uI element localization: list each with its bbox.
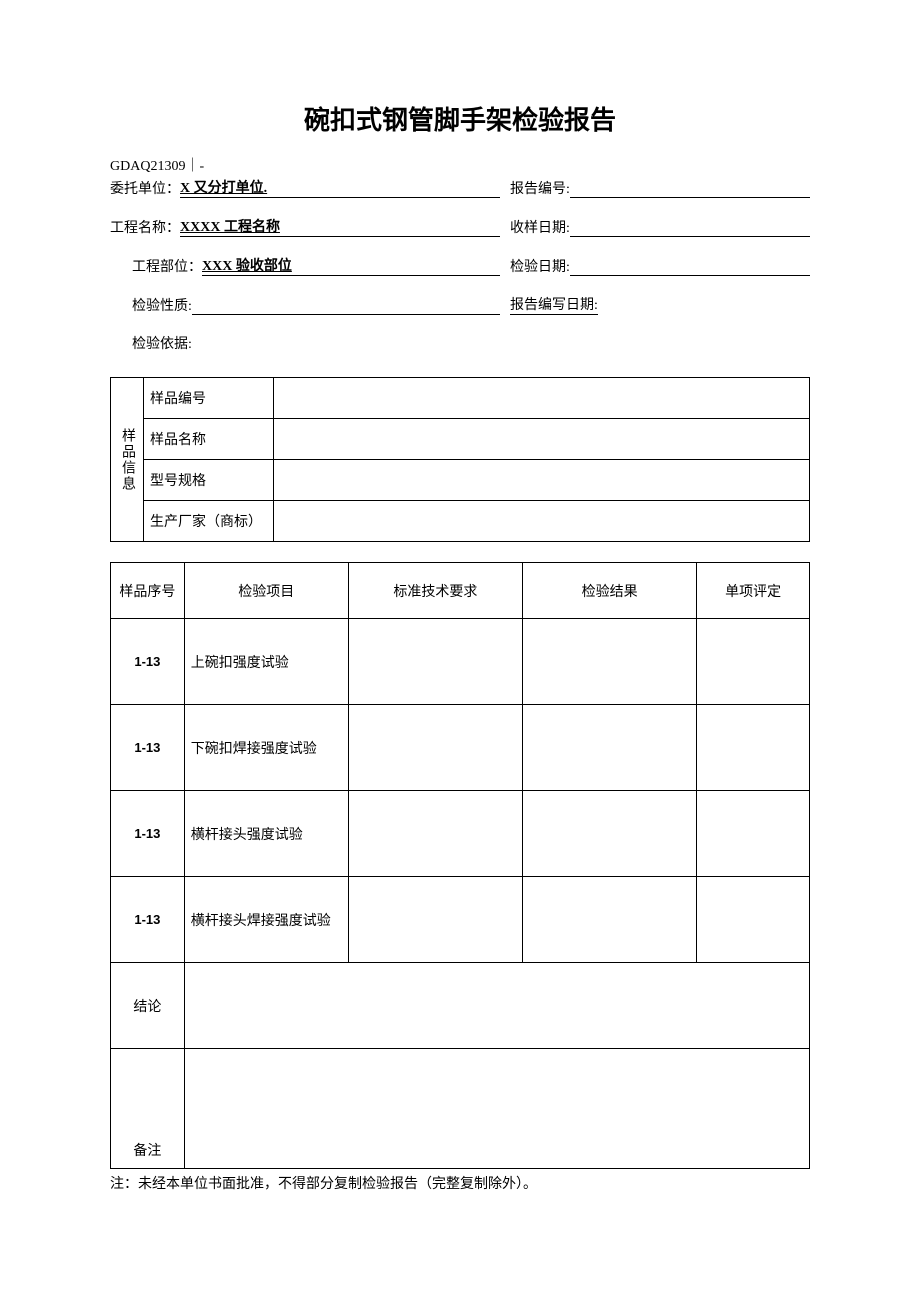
- row2-seq: 1-13: [111, 791, 185, 877]
- remark-row: 备注: [111, 1049, 810, 1169]
- inspection-row-1: 1-13 下碗扣焊接强度试验: [111, 705, 810, 791]
- form-header-section: 委托单位： X 又分打单位. 报告编号: 工程名称： XXXX 工程名称 收样日…: [110, 177, 810, 353]
- client-unit-label: 委托单位：: [110, 178, 180, 198]
- header-req: 标准技术要求: [348, 563, 522, 619]
- client-unit-value: X 又分打单位.: [180, 177, 267, 198]
- sample-info-row-3: 生产厂家（商标）: [111, 501, 810, 542]
- row0-item: 上碗扣强度试验: [184, 619, 348, 705]
- conclusion-value: [184, 963, 809, 1049]
- inspection-nature-field: 检验性质:: [132, 294, 510, 315]
- report-number-field: 报告编号:: [510, 177, 810, 198]
- sample-info-header: 样品信息: [111, 378, 144, 542]
- sample-name-value: [274, 419, 810, 460]
- inspection-basis-label: 检验依据:: [132, 337, 192, 352]
- project-part-label: 工程部位：: [132, 256, 202, 276]
- conclusion-row: 结论: [111, 963, 810, 1049]
- inspection-date-line: [570, 260, 810, 276]
- inspection-nature-line: [192, 299, 500, 315]
- row2-result: [523, 791, 697, 877]
- conclusion-label: 结论: [111, 963, 185, 1049]
- inspection-date-field: 检验日期:: [510, 255, 810, 276]
- header-seq: 样品序号: [111, 563, 185, 619]
- model-spec-value: [274, 460, 810, 501]
- form-row-4: 检验性质: 报告编写日期:: [110, 294, 810, 315]
- remark-value: [184, 1049, 809, 1169]
- inspection-row-2: 1-13 横杆接头强度试验: [111, 791, 810, 877]
- sample-date-label: 收样日期:: [510, 217, 570, 237]
- sample-number-value: [274, 378, 810, 419]
- sample-info-row-1: 样品名称: [111, 419, 810, 460]
- project-name-label: 工程名称：: [110, 217, 180, 237]
- inspection-row-0: 1-13 上碗扣强度试验: [111, 619, 810, 705]
- row1-req: [348, 705, 522, 791]
- row3-item: 横杆接头焊接强度试验: [184, 877, 348, 963]
- row2-req: [348, 791, 522, 877]
- document-code: GDAQ21309｜-: [110, 155, 810, 175]
- inspection-table: 样品序号 检验项目 标准技术要求 检验结果 单项评定 1-13 上碗扣强度试验 …: [110, 562, 810, 1169]
- header-eval: 单项评定: [697, 563, 810, 619]
- report-title: 碗扣式钢管脚手架检验报告: [110, 100, 810, 137]
- sample-number-label: 样品编号: [144, 378, 274, 419]
- row1-result: [523, 705, 697, 791]
- sample-date-field: 收样日期:: [510, 216, 810, 237]
- sample-name-label: 样品名称: [144, 419, 274, 460]
- row0-seq: 1-13: [111, 619, 185, 705]
- row1-eval: [697, 705, 810, 791]
- sample-info-table: 样品信息 样品编号 样品名称 型号规格 生产厂家（商标）: [110, 377, 810, 542]
- row3-result: [523, 877, 697, 963]
- sample-info-row-0: 样品信息 样品编号: [111, 378, 810, 419]
- footnote: 注：未经本单位书面批准，不得部分复制检验报告（完整复制除外）。: [110, 1173, 810, 1193]
- inspection-nature-label: 检验性质:: [132, 295, 192, 315]
- client-unit-line: [267, 182, 500, 198]
- header-item: 检验项目: [184, 563, 348, 619]
- project-part-line: [292, 260, 500, 276]
- row0-result: [523, 619, 697, 705]
- row1-item: 下碗扣焊接强度试验: [184, 705, 348, 791]
- inspection-basis-field: 检验依据:: [110, 333, 810, 353]
- sample-info-row-2: 型号规格: [111, 460, 810, 501]
- row2-item: 横杆接头强度试验: [184, 791, 348, 877]
- form-row-2: 工程名称： XXXX 工程名称 收样日期:: [110, 216, 810, 237]
- row0-req: [348, 619, 522, 705]
- manufacturer-value: [274, 501, 810, 542]
- project-name-line: [280, 221, 500, 237]
- project-part-field: 工程部位： XXX 验收部位: [132, 255, 510, 276]
- remark-label: 备注: [111, 1049, 185, 1169]
- report-number-line: [570, 182, 810, 198]
- header-result: 检验结果: [523, 563, 697, 619]
- report-write-date-field: 报告编写日期:: [510, 294, 810, 315]
- row3-eval: [697, 877, 810, 963]
- inspection-date-label: 检验日期:: [510, 256, 570, 276]
- model-spec-label: 型号规格: [144, 460, 274, 501]
- project-name-field: 工程名称： XXXX 工程名称: [110, 216, 510, 237]
- sample-date-line: [570, 221, 810, 237]
- client-unit-field: 委托单位： X 又分打单位.: [110, 177, 510, 198]
- row0-eval: [697, 619, 810, 705]
- manufacturer-label: 生产厂家（商标）: [144, 501, 274, 542]
- form-row-1: 委托单位： X 又分打单位. 报告编号:: [110, 177, 810, 198]
- report-write-date-label: 报告编写日期:: [510, 294, 598, 315]
- project-part-value: XXX 验收部位: [202, 255, 292, 276]
- form-row-3: 工程部位： XXX 验收部位 检验日期:: [110, 255, 810, 276]
- inspection-header-row: 样品序号 检验项目 标准技术要求 检验结果 单项评定: [111, 563, 810, 619]
- row1-seq: 1-13: [111, 705, 185, 791]
- row2-eval: [697, 791, 810, 877]
- row3-req: [348, 877, 522, 963]
- project-name-value: XXXX 工程名称: [180, 216, 280, 237]
- inspection-row-3: 1-13 横杆接头焊接强度试验: [111, 877, 810, 963]
- report-number-label: 报告编号:: [510, 178, 570, 198]
- row3-seq: 1-13: [111, 877, 185, 963]
